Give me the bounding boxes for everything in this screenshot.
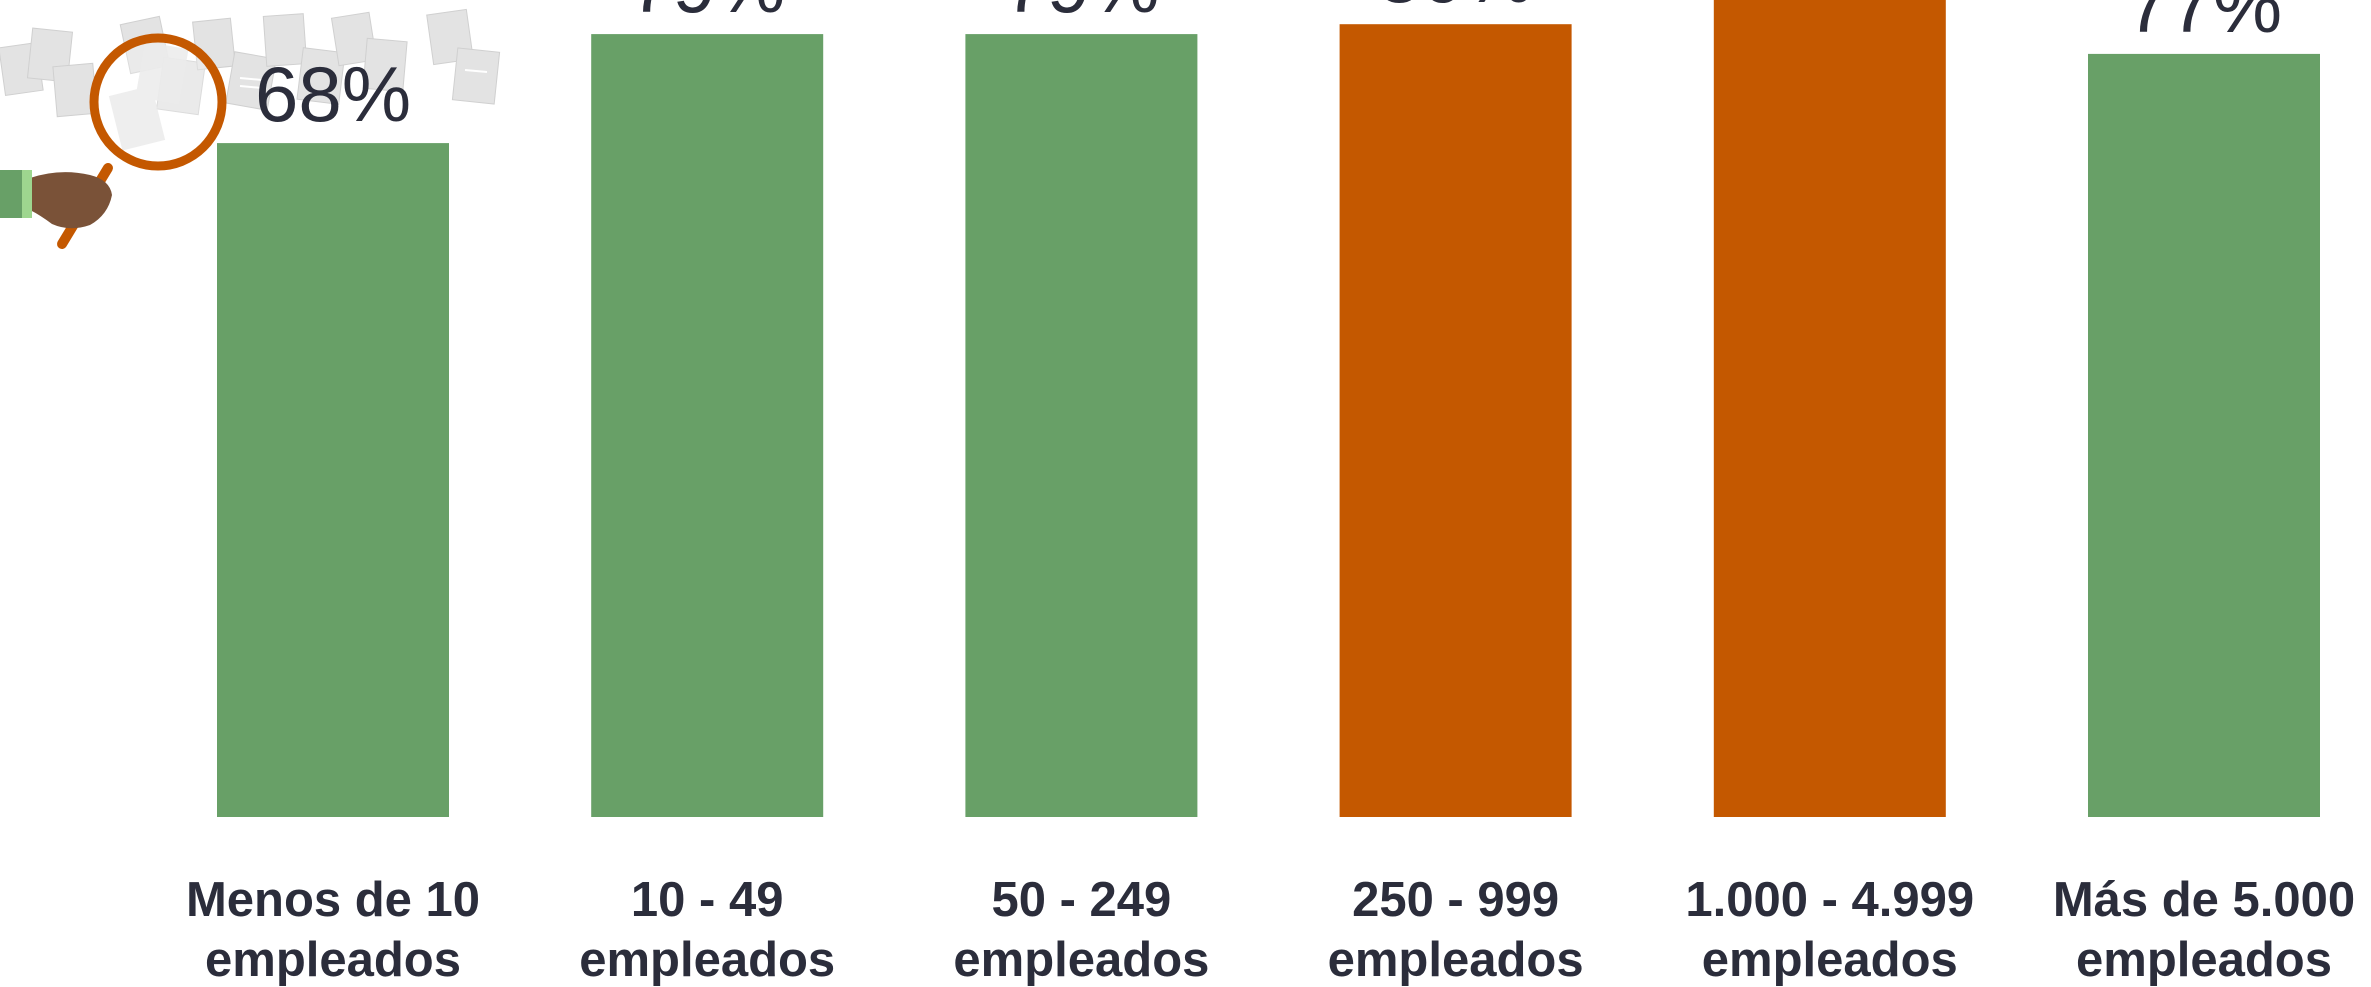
bar-3 [1339,24,1572,817]
value-label-2: 79% [1003,0,1159,29]
value-label-1: 79% [629,0,785,29]
bar-4 [1713,0,1946,817]
value-label-0: 68% [255,50,411,138]
category-label-5-line-1: empleados [2076,933,2332,987]
category-label-4-line-1: empleados [1702,933,1958,987]
bar-5 [2088,53,2320,817]
bar-1 [591,34,824,818]
value-label-3: 80% [1378,0,1534,19]
category-label-2-line-0: 50 - 249 [991,873,1171,927]
category-label-2-line-1: empleados [953,933,1209,987]
value-labels-group: 68%79%79%80%83%77% [255,0,2282,138]
bars-group [217,0,2320,818]
category-label-4-line-0: 1.000 - 4.999 [1685,873,1974,927]
category-label-3-line-0: 250 - 999 [1352,873,1559,927]
category-label-1-line-0: 10 - 49 [631,873,784,927]
category-label-0-line-1: empleados [205,933,461,987]
category-label-3-line-1: empleados [1328,933,1584,987]
category-label-1-line-1: empleados [579,933,835,987]
bar-2 [965,34,1198,818]
category-labels-group: Menos de 10 empleados 10 - 49 empleados 50 -… [186,873,2355,987]
category-label-0-line-0: Menos de 10 [186,873,480,927]
magnifier-over-documents-icon [0,8,501,249]
value-label-5: 77% [2126,0,2282,49]
category-label-5-line-0: Más de 5.000 [2053,873,2355,927]
bar-0 [217,143,449,818]
